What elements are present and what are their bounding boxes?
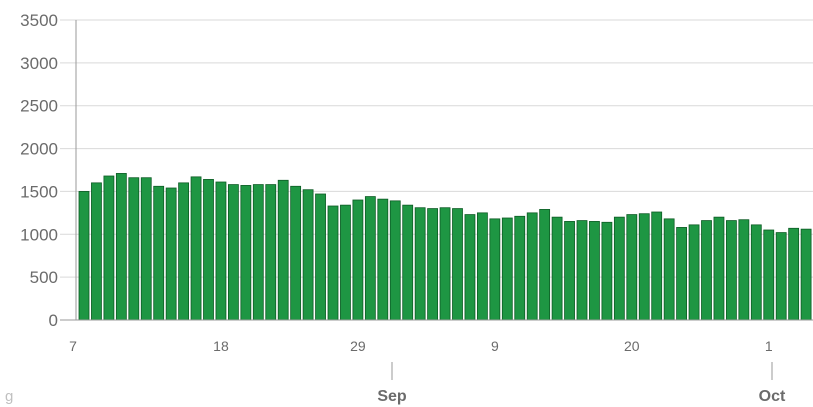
bar xyxy=(726,220,737,321)
bar xyxy=(576,220,588,321)
bar xyxy=(290,185,302,321)
bar xyxy=(78,191,90,321)
bar xyxy=(203,179,214,321)
bar xyxy=(389,200,401,321)
bar xyxy=(676,227,687,321)
x-month-label: Oct xyxy=(759,388,786,405)
bar xyxy=(564,221,575,321)
bar xyxy=(775,232,787,321)
bar xyxy=(750,224,762,321)
bar xyxy=(452,208,463,321)
y-tick-label: 500 xyxy=(30,268,58,287)
bar xyxy=(800,228,812,321)
bar xyxy=(402,204,414,321)
bar xyxy=(215,181,227,321)
bar xyxy=(663,218,675,321)
bar xyxy=(439,207,451,321)
bar xyxy=(240,185,252,321)
bar xyxy=(128,177,140,321)
bar xyxy=(227,184,239,321)
bar xyxy=(788,227,800,321)
bar xyxy=(340,204,351,321)
bar xyxy=(701,220,712,321)
bar xyxy=(91,182,102,321)
y-tick-label: 3500 xyxy=(20,11,58,30)
bar xyxy=(738,219,750,321)
y-tick-label: 2500 xyxy=(20,97,58,116)
bar xyxy=(252,184,264,321)
bar xyxy=(352,199,364,321)
x-tick-label: 7 xyxy=(69,338,77,354)
bar xyxy=(377,198,389,321)
corner-label: g xyxy=(5,388,13,405)
bar xyxy=(713,216,725,321)
x-tick-label: 29 xyxy=(350,338,366,354)
x-tick-label: 1 xyxy=(765,338,773,354)
bar xyxy=(539,209,551,321)
y-tick-label: 1500 xyxy=(20,182,58,201)
x-tick-label: 18 xyxy=(213,338,229,354)
bar xyxy=(103,175,115,321)
bar xyxy=(489,218,501,321)
bar xyxy=(364,196,376,321)
y-tick-label: 0 xyxy=(49,311,58,330)
bar xyxy=(514,215,526,321)
bar xyxy=(427,208,439,321)
bar xyxy=(551,216,563,321)
bar xyxy=(601,221,613,321)
bar xyxy=(526,212,538,321)
bar xyxy=(315,193,326,321)
bar xyxy=(153,185,165,321)
bar xyxy=(638,213,650,321)
bar xyxy=(165,187,177,321)
bar xyxy=(302,189,314,321)
bar xyxy=(476,212,488,321)
bar xyxy=(613,216,625,321)
bar xyxy=(140,177,152,321)
x-month-label: Sep xyxy=(377,388,407,405)
x-tick-label: 9 xyxy=(491,338,499,354)
y-tick-label: 2000 xyxy=(20,140,58,159)
bar xyxy=(265,184,277,321)
bar xyxy=(501,217,513,321)
x-tick-label: 20 xyxy=(624,338,640,354)
bar xyxy=(651,211,663,321)
bar xyxy=(115,173,127,321)
bar xyxy=(190,176,202,321)
bar xyxy=(277,179,289,321)
y-tick-label: 1000 xyxy=(20,225,58,244)
bar xyxy=(178,182,190,321)
y-tick-label: 3000 xyxy=(20,54,58,73)
bar xyxy=(626,214,638,321)
bar xyxy=(327,205,339,321)
bar xyxy=(763,229,775,321)
bar xyxy=(688,224,700,321)
bar xyxy=(414,207,426,321)
bar xyxy=(464,214,476,321)
bar xyxy=(589,221,600,321)
